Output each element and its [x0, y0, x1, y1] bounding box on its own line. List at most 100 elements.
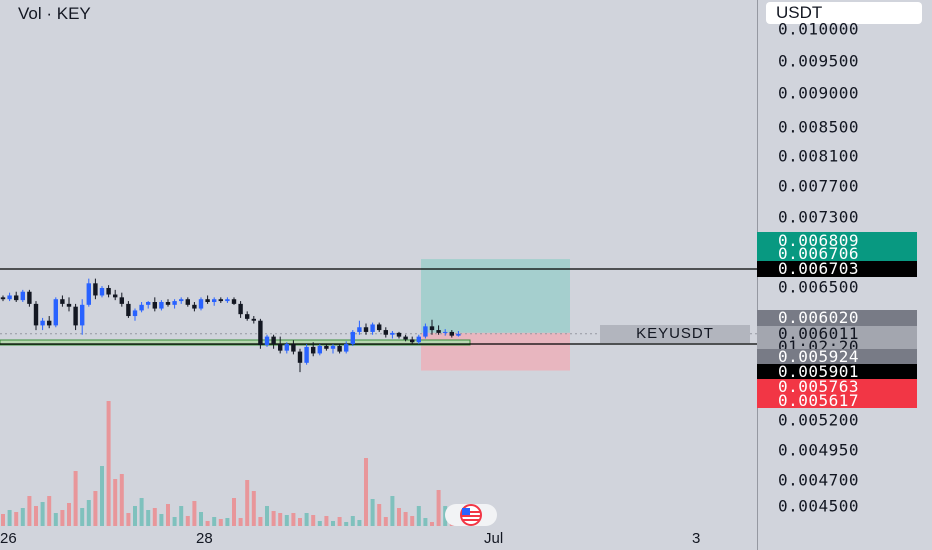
- candle-body: [225, 299, 230, 302]
- volume-bar: [126, 513, 131, 526]
- last-price-tag: 0.006011: [757, 326, 917, 342]
- currency-selector[interactable]: USDT: [766, 2, 922, 24]
- volume-bar: [172, 517, 177, 526]
- stop-loss-tag[interactable]: 0.005617: [757, 393, 917, 409]
- volume-bar: [146, 510, 151, 526]
- candlestick-chart[interactable]: [0, 0, 757, 530]
- price-tick: 0.008100: [778, 146, 860, 166]
- candle-body: [284, 344, 289, 351]
- volume-bar: [67, 503, 71, 526]
- time-label: 26: [0, 530, 17, 547]
- price-tag[interactable]: 0.005924: [757, 349, 917, 365]
- volume-bar: [304, 513, 309, 526]
- volume-bar: [416, 506, 421, 526]
- volume-bar: [119, 474, 124, 526]
- candle-body: [231, 299, 237, 304]
- volume-bar: [159, 514, 164, 526]
- volume-bar: [317, 521, 322, 526]
- volume-bar: [311, 515, 316, 526]
- candle-body: [198, 299, 204, 309]
- candle-body: [73, 306, 78, 326]
- candle-body: [66, 303, 72, 307]
- candle-body: [436, 330, 441, 333]
- time-label: 28: [196, 530, 213, 547]
- volume-bar: [436, 490, 441, 526]
- price-tick: 0.004700: [778, 470, 860, 490]
- volume-bar: [258, 517, 263, 526]
- volume-bar: [152, 508, 157, 526]
- volume-bar: [73, 471, 78, 526]
- candle-body: [429, 326, 435, 331]
- candle-body: [423, 326, 428, 337]
- candle-body: [192, 304, 197, 309]
- candle-body: [258, 320, 263, 346]
- price-tick: 0.005200: [778, 410, 860, 430]
- volume-bar: [344, 522, 349, 526]
- volume-bar: [106, 401, 111, 526]
- volume-bar: [377, 504, 382, 526]
- horizontal-line-tag[interactable]: 0.006703: [757, 261, 917, 277]
- candle-body: [33, 303, 39, 326]
- take-profit-tag[interactable]: 0.006809: [757, 232, 917, 250]
- volume-bar: [331, 521, 335, 526]
- price-tick: 0.007300: [778, 207, 860, 227]
- support-line-tag[interactable]: 0.005901: [757, 364, 917, 380]
- volume-bar: [20, 508, 25, 526]
- volume-bar: [370, 499, 375, 526]
- candle-body: [14, 295, 19, 301]
- candle-body: [60, 299, 65, 304]
- volume-bar: [40, 502, 45, 526]
- candle-body: [179, 299, 184, 302]
- volume-bar: [397, 508, 401, 526]
- volume-bar: [430, 522, 434, 526]
- volume-bar: [7, 510, 12, 526]
- candle-body: [317, 345, 322, 354]
- time-label: 3: [692, 530, 701, 547]
- price-tick: 0.007700: [778, 176, 860, 196]
- candle-body: [396, 332, 402, 337]
- candle-body: [403, 336, 408, 340]
- volume-bar: [410, 516, 415, 526]
- volume-bar: [251, 491, 256, 526]
- volume-bar: [27, 496, 32, 526]
- candle-body: [106, 287, 111, 295]
- candle-body: [172, 301, 177, 305]
- price-tick: 0.009500: [778, 51, 860, 71]
- candle-body: [370, 324, 375, 332]
- candle-body: [27, 291, 32, 304]
- volume-bar: [86, 500, 91, 526]
- chart-area[interactable]: [0, 0, 757, 530]
- candle-body: [20, 291, 25, 301]
- volume-bar: [212, 517, 217, 526]
- volume-bar: [403, 512, 408, 526]
- volume-bar: [337, 517, 342, 526]
- price-tick: 0.004950: [778, 440, 860, 460]
- candle-body: [344, 344, 349, 352]
- candle-body: [159, 302, 164, 309]
- candle-body: [126, 303, 131, 317]
- us-flag-icon[interactable]: [445, 504, 497, 526]
- candle-body: [456, 333, 461, 336]
- entry-price-tag[interactable]: 0.006020: [757, 310, 917, 326]
- candle-body: [416, 336, 421, 343]
- volume-bar: [113, 479, 118, 526]
- stop-price-tag[interactable]: 0.005763: [757, 379, 917, 395]
- price-tag[interactable]: 0.006706: [757, 246, 917, 262]
- candle-body: [132, 310, 138, 317]
- candle-body: [0, 297, 6, 300]
- time-label: Jul: [484, 530, 504, 547]
- candle-body: [47, 320, 52, 326]
- price-tick: 0.010000: [778, 19, 860, 39]
- volume-bar: [298, 518, 302, 526]
- volume-bar: [47, 496, 52, 526]
- candle-body: [278, 344, 283, 351]
- candle-body: [410, 339, 415, 343]
- candle-body: [212, 299, 217, 303]
- time-axis[interactable]: [0, 530, 757, 550]
- candle-body: [350, 331, 355, 345]
- volume-bar: [225, 518, 230, 526]
- candle-body: [99, 287, 105, 296]
- candle-body: [304, 346, 309, 363]
- volume-bar: [278, 513, 283, 526]
- candle-body: [152, 302, 157, 309]
